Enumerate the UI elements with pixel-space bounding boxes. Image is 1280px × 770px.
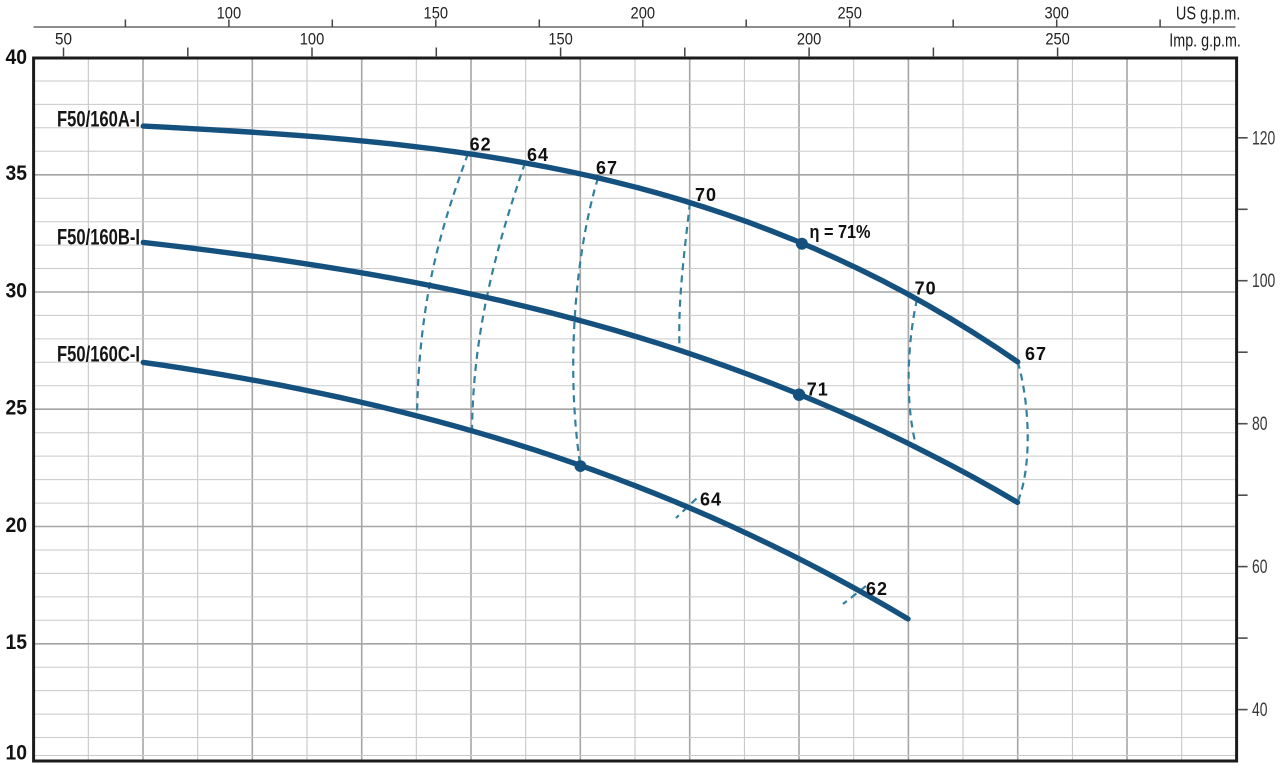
svg-text:250: 250 <box>837 4 862 23</box>
svg-text:200: 200 <box>797 30 822 49</box>
svg-text:F50/160B-I: F50/160B-I <box>57 225 140 250</box>
svg-text:64: 64 <box>700 490 722 510</box>
svg-text:67: 67 <box>596 158 618 178</box>
svg-text:25: 25 <box>6 397 28 420</box>
svg-text:62: 62 <box>866 579 888 599</box>
svg-text:67: 67 <box>1025 344 1047 364</box>
svg-text:30: 30 <box>6 279 28 302</box>
svg-text:40: 40 <box>6 46 28 69</box>
svg-text:100: 100 <box>1252 271 1275 292</box>
svg-text:60: 60 <box>1252 557 1268 578</box>
svg-text:15: 15 <box>6 631 28 654</box>
svg-text:Imp. g.p.m.: Imp. g.p.m. <box>1169 31 1241 51</box>
svg-text:150: 150 <box>424 4 449 23</box>
svg-text:35: 35 <box>6 162 28 185</box>
svg-text:20: 20 <box>6 514 28 537</box>
svg-text:300: 300 <box>1044 4 1069 23</box>
svg-text:250: 250 <box>1045 30 1070 49</box>
svg-text:120: 120 <box>1252 128 1275 149</box>
svg-text:100: 100 <box>300 30 325 49</box>
svg-text:η = 71%: η = 71% <box>810 222 871 242</box>
svg-text:US g.p.m.: US g.p.m. <box>1176 4 1241 24</box>
svg-text:62: 62 <box>470 135 492 155</box>
svg-text:80: 80 <box>1252 414 1268 435</box>
svg-text:50: 50 <box>55 30 72 49</box>
svg-text:200: 200 <box>631 4 656 23</box>
svg-text:70: 70 <box>695 185 717 205</box>
svg-text:100: 100 <box>217 4 242 23</box>
svg-text:64: 64 <box>527 145 549 165</box>
svg-text:40: 40 <box>1252 700 1268 721</box>
svg-text:F50/160C-I: F50/160C-I <box>57 341 140 366</box>
svg-text:10: 10 <box>6 741 28 764</box>
svg-text:71: 71 <box>807 379 829 399</box>
svg-text:F50/160A-I: F50/160A-I <box>57 107 140 132</box>
svg-text:70: 70 <box>915 278 937 298</box>
svg-text:150: 150 <box>548 30 573 49</box>
